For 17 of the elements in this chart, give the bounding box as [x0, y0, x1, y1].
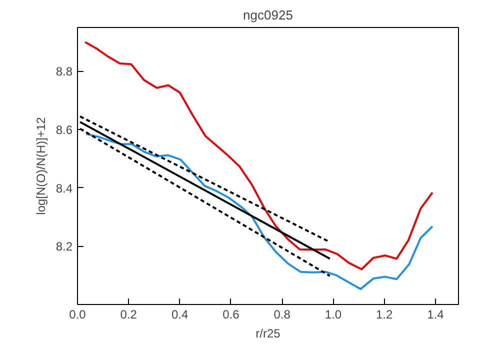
x-axis-title: r/r25: [256, 326, 281, 340]
y-tick-label: 8.4: [56, 181, 73, 196]
line-series: [85, 132, 434, 290]
x-tick-label: 0.2: [120, 308, 138, 322]
x-tick-label: 0.6: [222, 308, 240, 322]
y-tick-label: 8.6: [56, 123, 73, 138]
line-series: [84, 41, 434, 270]
x-tick-label: 1.4: [427, 308, 444, 322]
x-tick-label: 1.2: [376, 308, 394, 322]
chart-title: ngc0925: [243, 8, 293, 22]
y-tick-label: 8.8: [56, 64, 73, 79]
x-tick-label: 0.0: [69, 308, 86, 322]
y-tick-label: 8.2: [56, 240, 73, 254]
x-tick-label: 1.0: [324, 308, 342, 322]
y-axis-title: log[N(O)/N(H)]+12: [34, 116, 48, 215]
x-tick-label: 0.4: [171, 308, 188, 322]
x-tick-label: 0.8: [274, 308, 291, 322]
